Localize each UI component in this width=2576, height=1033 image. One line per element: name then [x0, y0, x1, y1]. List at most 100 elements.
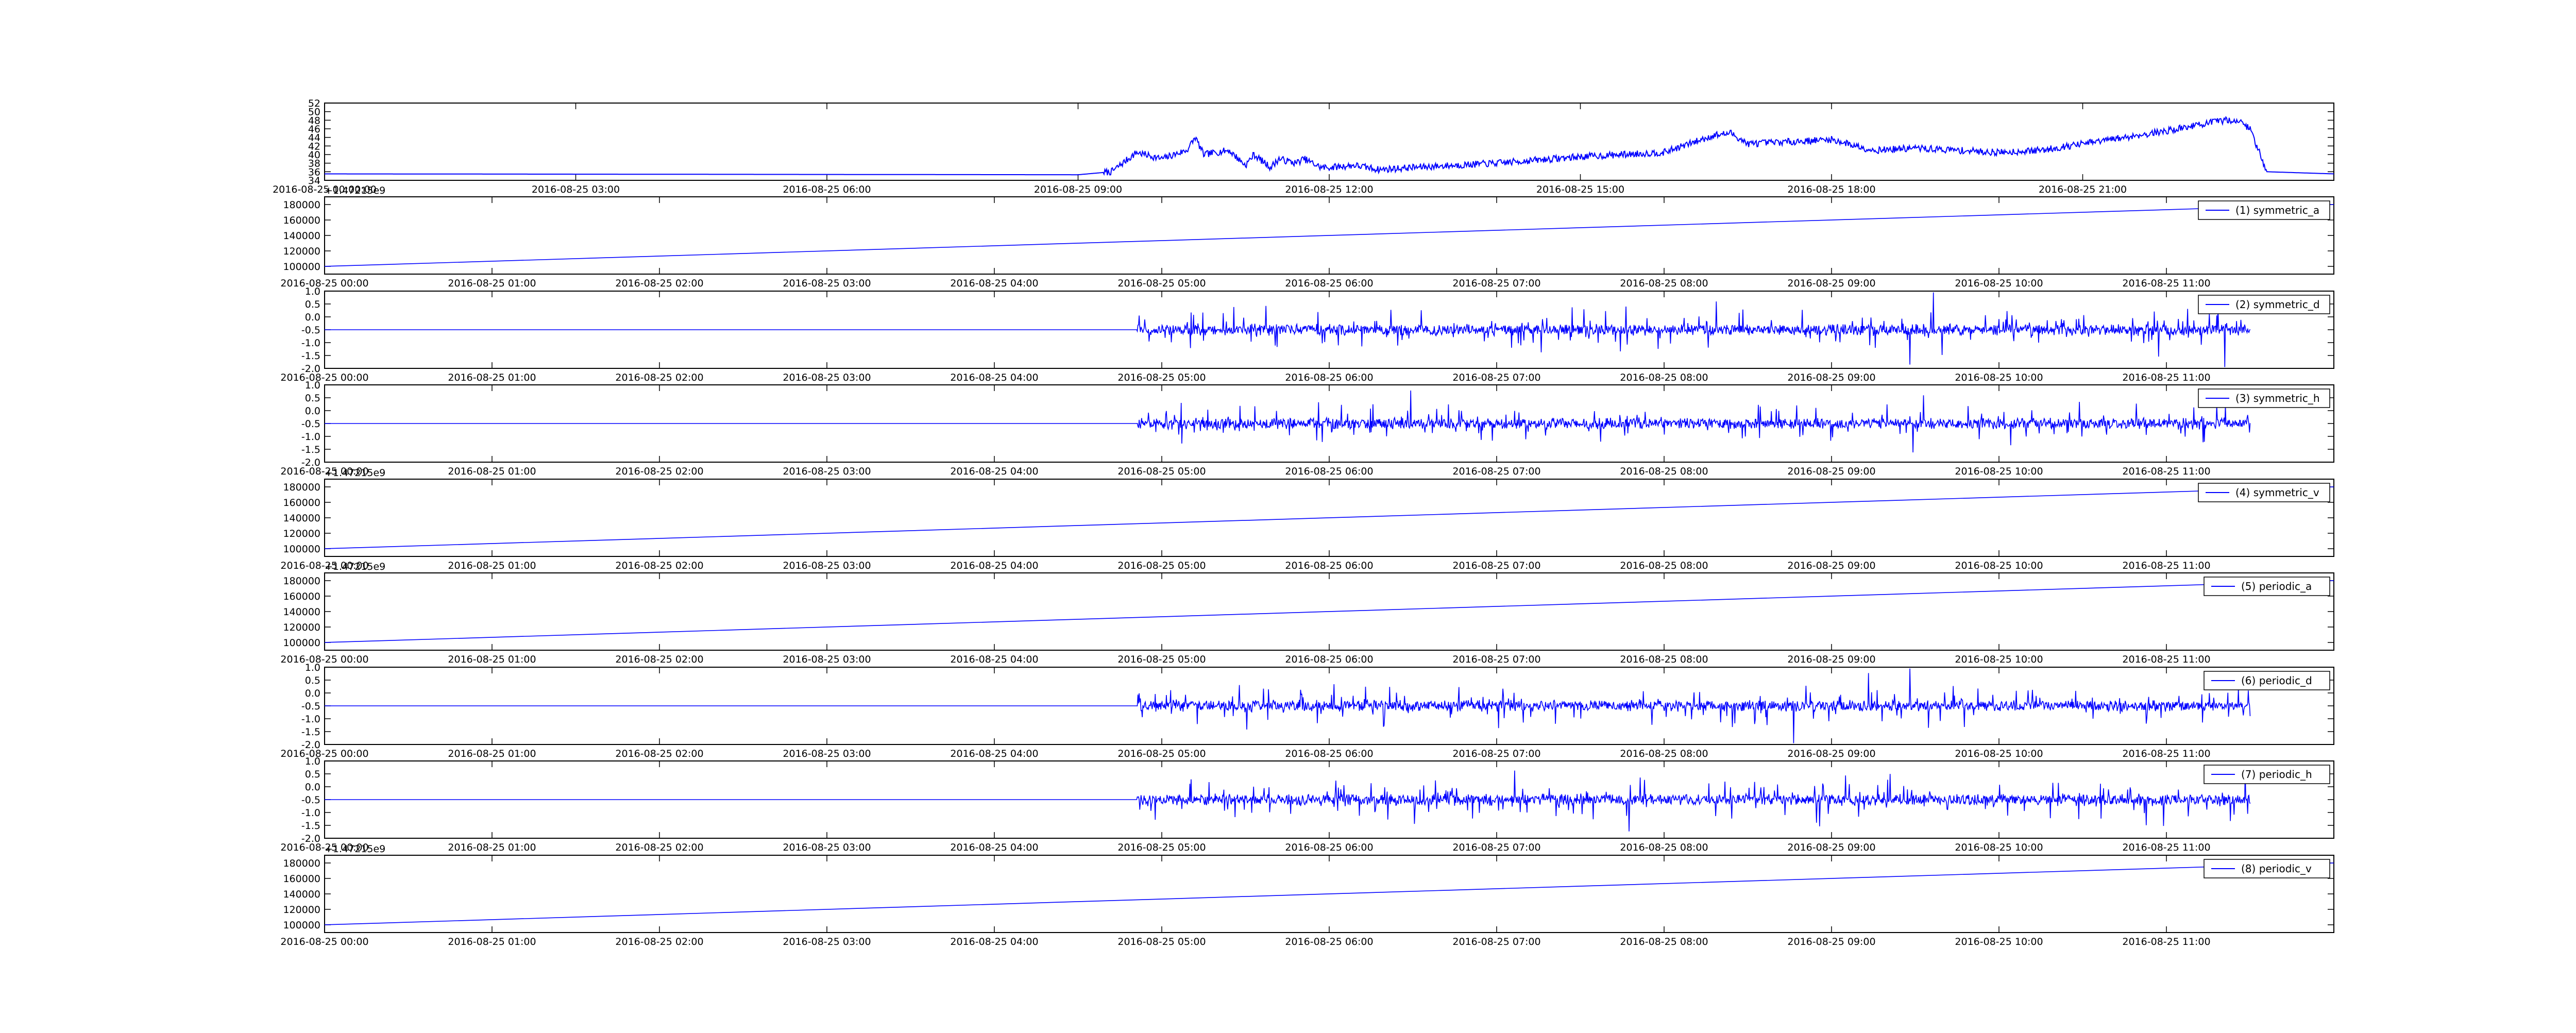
y-tick-label: 180000: [283, 575, 320, 587]
axis-offset-text: +1.47215e9: [325, 561, 385, 572]
x-tick-label: 2016-08-25 06:00: [1285, 278, 1373, 289]
series-line: [325, 292, 2251, 367]
y-tick-label: 180000: [283, 482, 320, 493]
x-tick-label: 2016-08-25 10:00: [1955, 278, 2043, 289]
x-tick-label: 2016-08-25 05:00: [1117, 466, 1206, 477]
x-tick-label: 2016-08-25 01:00: [448, 842, 536, 853]
x-tick-label: 2016-08-25 10:00: [1955, 842, 2043, 853]
x-tick-label: 2016-08-25 05:00: [1117, 560, 1206, 571]
x-tick-label: 2016-08-25 05:00: [1117, 748, 1206, 759]
x-tick-label: 2016-08-25 05:00: [1117, 372, 1206, 383]
x-tick-label: 2016-08-25 02:00: [615, 278, 703, 289]
y-tick-label: -1.5: [301, 726, 320, 738]
x-tick-label: 2016-08-25 10:00: [1955, 560, 2043, 571]
legend-label: (8) periodic_v: [2241, 862, 2312, 875]
legend: (6) periodic_d: [2204, 671, 2330, 690]
x-tick-label: 2016-08-25 10:00: [1955, 654, 2043, 665]
x-tick-label: 2016-08-25 04:00: [950, 466, 1038, 477]
x-tick-label: 2016-08-25 08:00: [1620, 372, 1708, 383]
x-tick-label: 2016-08-25 02:00: [615, 372, 703, 383]
series-line: [324, 862, 2334, 925]
y-tick-label: 160000: [283, 873, 320, 885]
x-tick-label: 2016-08-25 04:00: [950, 560, 1038, 571]
x-tick-label: 2016-08-25 07:00: [1452, 748, 1540, 759]
x-tick-label: 2016-08-25 00:00: [280, 654, 368, 665]
x-tick-label: 2016-08-25 00:00: [280, 372, 368, 383]
x-tick-label: 2016-08-25 04:00: [950, 654, 1038, 665]
x-tick-label: 2016-08-25 03:00: [783, 466, 871, 477]
y-tick-label: -1.5: [301, 820, 320, 832]
y-tick-label: 120000: [283, 904, 320, 916]
y-tick-label: 1.0: [305, 662, 320, 673]
y-tick-label: 0.5: [305, 393, 320, 404]
x-tick-label: 2016-08-25 01:00: [448, 372, 536, 383]
x-tick-label: 2016-08-25 06:00: [1285, 842, 1373, 853]
y-tick-label: 34: [308, 175, 320, 187]
x-tick-label: 2016-08-25 06:00: [1285, 654, 1373, 665]
series-line: [325, 770, 2251, 832]
legend-box: [2198, 388, 2330, 408]
y-tick-label: 1.0: [305, 286, 320, 297]
legend-label: (4) symmetric_v: [2235, 486, 2319, 499]
x-tick-label: 2016-08-25 02:00: [615, 748, 703, 759]
axis-offset-text: +1.47215e9: [325, 843, 385, 855]
y-tick-label: 100000: [283, 920, 320, 931]
legend-label: (6) periodic_d: [2241, 674, 2312, 687]
y-tick-label: 40: [308, 149, 320, 161]
y-tick-label: 1.0: [305, 380, 320, 391]
x-tick-label: 2016-08-25 02:00: [615, 560, 703, 571]
x-tick-label: 2016-08-25 08:00: [1620, 278, 1708, 289]
y-tick-label: 52: [308, 98, 320, 109]
y-tick-label: 120000: [283, 622, 320, 633]
x-tick-label: 2016-08-25 06:00: [1285, 936, 1373, 947]
legend: (5) periodic_a: [2204, 577, 2330, 596]
y-tick-label: 180000: [283, 199, 320, 211]
y-tick-label: 38: [308, 158, 320, 170]
x-tick-label: 2016-08-25 05:00: [1117, 278, 1206, 289]
x-tick-label: 2016-08-25 04:00: [950, 842, 1038, 853]
series-line: [324, 204, 2334, 267]
x-tick-label: 2016-08-25 11:00: [2122, 560, 2210, 571]
x-tick-label: 2016-08-25 02:00: [615, 466, 703, 477]
x-tick-label: 2016-08-25 11:00: [2122, 372, 2210, 383]
x-tick-label: 2016-08-25 03:00: [783, 372, 871, 383]
y-tick-label: 180000: [283, 858, 320, 869]
y-tick-label: -1.0: [301, 807, 320, 819]
x-tick-label: 2016-08-25 00:00: [280, 936, 368, 947]
x-tick-label: 2016-08-25 00:00:00: [273, 184, 377, 195]
x-tick-label: 2016-08-25 10:00: [1955, 748, 2043, 759]
series-line: [325, 115, 2334, 176]
x-tick-label: 2016-08-25 08:00: [1620, 748, 1708, 759]
legend-label: (2) symmetric_d: [2235, 298, 2320, 311]
y-tick-label: 0.5: [305, 299, 320, 310]
x-tick-label: 2016-08-25 07:00: [1452, 842, 1540, 853]
x-tick-label: 2016-08-25 04:00: [950, 278, 1038, 289]
y-tick-label: -1.0: [301, 714, 320, 725]
legend: (8) periodic_v: [2204, 859, 2330, 878]
y-tick-label: 0.0: [305, 405, 320, 417]
axis-offset-text: +1.47215e9: [325, 185, 385, 196]
x-tick-label: 2016-08-25 04:00: [950, 372, 1038, 383]
y-tick-label: 100000: [283, 544, 320, 555]
y-tick-label: 0.0: [305, 688, 320, 699]
x-tick-label: 2016-08-25 07:00: [1452, 936, 1540, 947]
x-tick-label: 2016-08-25 01:00: [448, 466, 536, 477]
y-tick-label: 140000: [283, 606, 320, 618]
y-tick-label: -2.0: [301, 739, 320, 751]
x-tick-label: 2016-08-25 02:00: [615, 654, 703, 665]
y-tick-label: 0.5: [305, 675, 320, 686]
y-tick-label: -0.5: [301, 794, 320, 806]
y-tick-label: 46: [308, 124, 320, 135]
y-tick-label: 140000: [283, 513, 320, 524]
x-tick-label: 2016-08-25 04:00: [950, 936, 1038, 947]
x-tick-label: 2016-08-25 05:00: [1117, 842, 1206, 853]
y-tick-label: 48: [308, 115, 320, 126]
y-tick-label: 0.0: [305, 782, 320, 793]
legend-label: (1) symmetric_a: [2235, 204, 2319, 216]
y-tick-label: -1.0: [301, 337, 320, 349]
y-tick-label: -1.5: [301, 444, 320, 455]
subplot-2: 100000 120000 140000 160000 180000 2016-08-25…: [280, 185, 2334, 289]
subplot-6: 100000 120000 140000 160000 180000 2016-08-25…: [280, 561, 2334, 665]
x-tick-label: 2016-08-25 00:00: [280, 560, 368, 571]
